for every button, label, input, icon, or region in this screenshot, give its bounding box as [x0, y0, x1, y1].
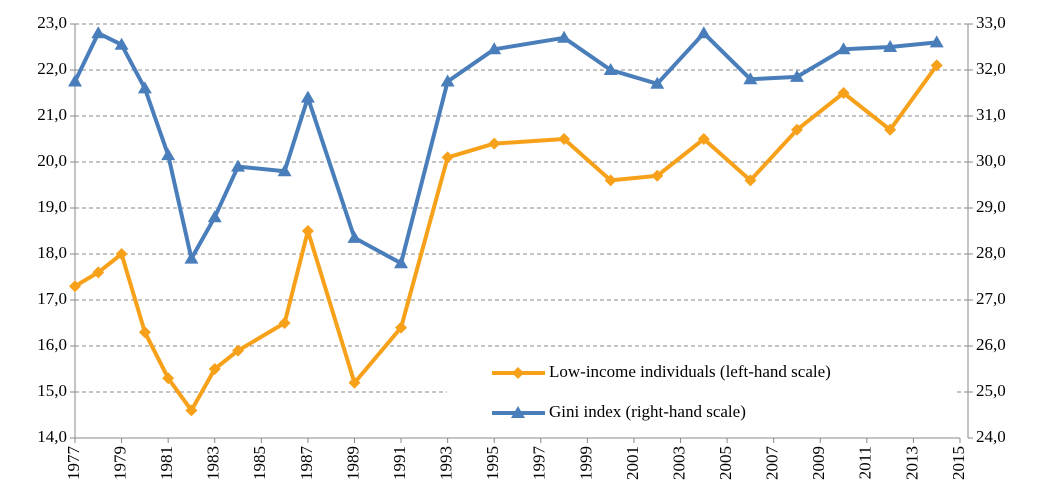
- x-tick-label: 2003: [669, 446, 688, 480]
- legend-label: Low-income individuals (left-hand scale): [549, 362, 831, 381]
- x-tick-label: 1997: [530, 446, 549, 481]
- marker: [930, 59, 943, 72]
- marker: [789, 69, 804, 82]
- marker: [347, 230, 362, 243]
- marker: [137, 81, 152, 94]
- y-tick-label: 19,0: [37, 197, 67, 216]
- y2-tick-label: 33,0: [976, 13, 1006, 32]
- marker: [487, 42, 502, 55]
- x-tick-label: 2013: [902, 446, 921, 480]
- y-tick-label: 22,0: [37, 59, 67, 78]
- marker: [696, 26, 711, 39]
- marker: [790, 123, 803, 136]
- series-line: [73, 31, 937, 266]
- marker: [603, 63, 618, 75]
- x-tick-label: 1983: [204, 446, 223, 480]
- marker: [278, 317, 291, 329]
- y-tick-label: 15,0: [37, 381, 67, 400]
- marker: [277, 164, 292, 177]
- x-tick-label: 1987: [297, 446, 316, 481]
- marker: [208, 363, 221, 375]
- marker: [161, 148, 176, 161]
- marker: [837, 87, 850, 99]
- y2-tick-label: 28,0: [976, 243, 1006, 262]
- y2-tick-label: 27,0: [976, 289, 1006, 308]
- marker: [488, 137, 501, 150]
- marker: [440, 74, 455, 87]
- marker: [697, 133, 710, 145]
- y-tick-label: 21,0: [37, 105, 67, 124]
- marker: [511, 406, 525, 418]
- marker: [395, 321, 408, 334]
- y-tick-label: 23,0: [37, 13, 67, 32]
- y-tick-label: 18,0: [37, 243, 67, 262]
- x-tick-label: 2005: [716, 446, 735, 480]
- marker: [744, 174, 757, 187]
- marker: [138, 326, 151, 339]
- marker: [394, 256, 409, 269]
- x-tick-label: 1989: [343, 446, 362, 480]
- y-tick-label: 20,0: [37, 151, 67, 170]
- x-tick-label: 1995: [483, 446, 502, 480]
- x-tick-label: 1991: [390, 446, 409, 480]
- marker: [929, 35, 944, 48]
- legend-box: [447, 350, 957, 434]
- marker: [441, 151, 454, 164]
- legend-label: Gini index (right-hand scale): [549, 402, 746, 421]
- marker: [651, 169, 664, 182]
- marker: [883, 40, 898, 52]
- x-tick-label: 2011: [856, 446, 875, 479]
- y2-tick-label: 29,0: [976, 197, 1006, 216]
- marker: [836, 42, 851, 55]
- x-tick-label: 2015: [949, 446, 968, 480]
- x-tick-label: 1985: [250, 446, 269, 480]
- y-tick-label: 16,0: [37, 335, 67, 354]
- marker: [185, 404, 198, 417]
- marker: [69, 280, 81, 293]
- x-tick-label: 1999: [576, 446, 595, 480]
- marker: [184, 251, 199, 264]
- y2-tick-label: 31,0: [976, 105, 1006, 124]
- marker: [650, 76, 665, 89]
- x-tick-label: 2001: [623, 446, 642, 480]
- marker: [92, 266, 105, 279]
- marker: [604, 174, 617, 187]
- y2-tick-label: 30,0: [976, 151, 1006, 170]
- marker: [232, 344, 245, 357]
- marker: [512, 367, 524, 379]
- marker: [68, 74, 82, 87]
- marker: [91, 26, 106, 39]
- marker: [231, 159, 246, 172]
- y2-tick-label: 32,0: [976, 59, 1006, 78]
- y-tick-label: 14,0: [37, 427, 67, 446]
- marker: [207, 210, 222, 223]
- x-tick-label: 1993: [437, 446, 456, 480]
- marker: [300, 90, 315, 103]
- marker: [558, 133, 571, 145]
- y2-tick-label: 25,0: [976, 381, 1006, 400]
- x-tick-label: 1981: [157, 446, 176, 480]
- y2-tick-label: 24,0: [976, 427, 1006, 446]
- marker: [115, 248, 128, 260]
- y-tick-label: 17,0: [37, 289, 67, 308]
- marker: [114, 37, 129, 50]
- marker: [743, 72, 758, 85]
- marker: [162, 372, 175, 385]
- x-tick-label: 2009: [809, 446, 828, 480]
- marker: [557, 30, 572, 43]
- marker: [301, 225, 314, 237]
- x-tick-label: 1979: [110, 446, 129, 480]
- x-tick-label: 1977: [64, 446, 83, 481]
- marker: [348, 376, 361, 389]
- marker: [884, 123, 897, 136]
- y2-tick-label: 26,0: [976, 335, 1006, 354]
- x-tick-label: 2007: [763, 446, 782, 481]
